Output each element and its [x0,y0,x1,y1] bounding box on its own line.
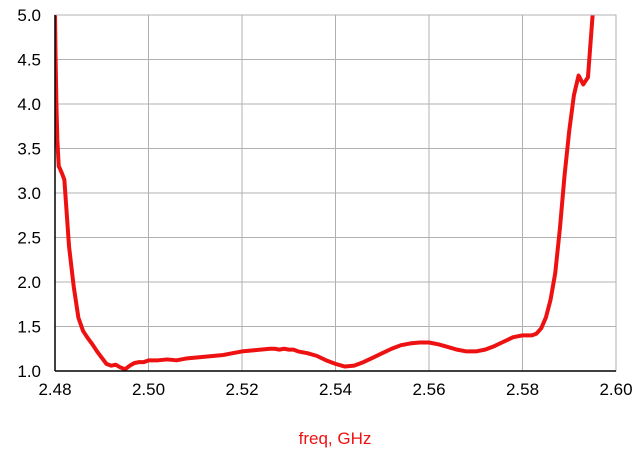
series-group [55,15,595,371]
y-tick-label: 2.5 [17,229,41,248]
y-tick-label: 1.0 [17,362,41,381]
x-tick-label: 2.54 [319,380,352,399]
y-tick-label: 5.0 [17,6,41,25]
x-tick-label: 2.58 [506,380,539,399]
y-tick-label: 4.0 [17,95,41,114]
y-tick-labels: 1.0 1.5 2.0 2.5 3.0 3.5 4.0 4.5 5.0 [17,6,41,381]
x-tick-labels: 2.48 2.50 2.52 2.54 2.56 2.58 2.60 [38,380,632,399]
y-tick-label: 4.5 [17,51,41,70]
y-tick-label: 3.5 [17,140,41,159]
x-tick-label: 2.60 [599,380,632,399]
x-tick-label: 2.56 [412,380,445,399]
series-line [55,15,595,371]
y-tick-label: 1.5 [17,318,41,337]
x-axis-label: freq, GHz [299,429,372,448]
axes [54,14,617,372]
x-tick-label: 2.52 [225,380,258,399]
y-tick-label: 2.0 [17,273,41,292]
grid [54,14,617,372]
y-tick-label: 3.0 [17,184,41,203]
x-tick-label: 2.50 [132,380,165,399]
x-tick-label: 2.48 [38,380,71,399]
